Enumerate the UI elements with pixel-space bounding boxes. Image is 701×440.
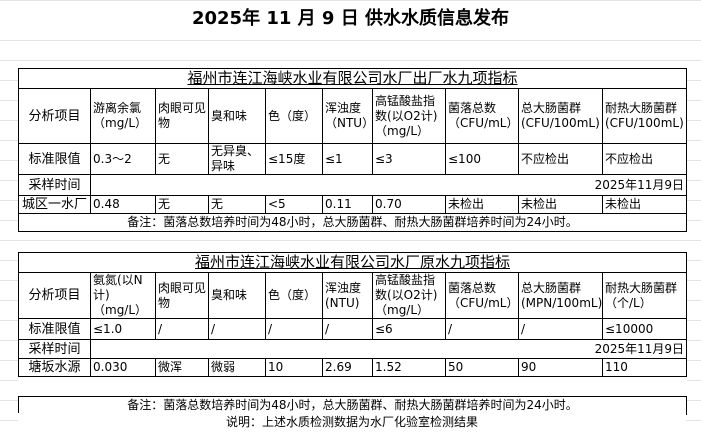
cell: <5: [265, 195, 323, 214]
header-cell: 菌落总数（CFU/mL）: [445, 272, 519, 319]
header-row: 分析项目 氨氮(以N计)（mg/L） 肉眼可见物 臭和味 色（度） 浑浊度(NT…: [18, 272, 688, 319]
table-title: 福州市连江海峡水业有限公司水厂出厂水九项指标: [17, 68, 688, 89]
header-cell: 高锰酸盐指数(以O2计)（mg/L）: [372, 272, 446, 319]
header-cell: 分析项目: [18, 88, 91, 144]
cell: /: [518, 318, 603, 340]
cell: 0.030: [90, 358, 156, 377]
standard-row: 标准限值 0.3～2 无 无异臭、异味 ≤15度 ≤1 ≤3 ≤100 不应检出…: [18, 143, 688, 175]
note: 备注：菌落总数培养时间为48小时，总大肠菌群、耐热大肠菌群培养时间为24小时。: [17, 396, 688, 415]
sample-label: 采样时间: [18, 339, 91, 359]
raw-water-table: 福州市连江海峡水业有限公司水厂原水九项指标 分析项目 氨氮(以N计)（mg/L）…: [17, 252, 688, 415]
header-cell: 浑浊度(NTU): [322, 272, 373, 319]
cell: /: [445, 318, 519, 340]
cell: ≤15度: [265, 143, 323, 175]
header-cell: 臭和味: [208, 88, 266, 144]
header-cell: 色（度）: [265, 272, 323, 319]
cell: 0.3～2: [90, 143, 156, 175]
sample-date: 2025年11月9日: [89, 174, 688, 196]
sample-time-row: 采样时间 2025年11月9日: [18, 174, 688, 196]
cell: 1.52: [372, 358, 446, 377]
cell: 0.48: [90, 195, 156, 214]
cell: 不应检出: [518, 143, 603, 175]
header-cell: 色（度）: [265, 88, 323, 144]
header-cell: 耐热大肠菌群（个/L）: [601, 272, 688, 319]
cell: 微浑: [155, 358, 209, 377]
header-cell: 耐热大肠菌群(CFU/100mL): [601, 88, 688, 144]
cell: 标准限值: [18, 318, 91, 340]
cell: /: [322, 318, 373, 340]
cell: 未检出: [518, 195, 603, 214]
cell: 无: [155, 143, 209, 175]
cell: 城区一水厂: [18, 195, 91, 214]
cell: 微弱: [208, 358, 266, 377]
cell: 不应检出: [601, 143, 688, 175]
cell: 0.70: [372, 195, 446, 214]
cell: ≤1: [322, 143, 373, 175]
cell: 0.11: [322, 195, 373, 214]
finished-water-table: 福州市连江海峡水业有限公司水厂出厂水九项指标 分析项目 游离余氯（mg/L） 肉…: [17, 68, 688, 232]
header-cell: 分析项目: [18, 272, 91, 319]
table-row: 城区一水厂 0.48 无 无 <5 0.11 0.70 未检出 未检出 未检出: [18, 195, 688, 214]
footer-explanation: 说明：上述水质检测数据为水厂化验室检测结果: [18, 413, 686, 430]
cell: ≤10000: [601, 318, 688, 340]
header-row: 分析项目 游离余氯（mg/L） 肉眼可见物 臭和味 色（度） 浑浊度（NTU） …: [18, 88, 688, 144]
cell: ≤1.0: [90, 318, 156, 340]
note: 备注：菌落总数培养时间为48小时，总大肠菌群、耐热大肠菌群培养时间为24小时。: [17, 213, 688, 232]
sample-date: 2025年11月9日: [89, 339, 688, 359]
cell: ≤100: [445, 143, 519, 175]
header-cell: 游离余氯（mg/L）: [90, 88, 156, 144]
blank-row: [18, 376, 687, 397]
sample-time-row: 采样时间 2025年11月9日: [18, 339, 688, 359]
header-cell: 臭和味: [208, 272, 266, 319]
cell: 无: [208, 195, 266, 214]
cell: ≤3: [372, 143, 446, 175]
cell: 未检出: [601, 195, 688, 214]
header-cell: 肉眼可见物: [155, 88, 209, 144]
cell: /: [208, 318, 266, 340]
cell: 标准限值: [18, 143, 91, 175]
header-cell: 菌落总数（CFU/mL）: [445, 88, 519, 144]
standard-row: 标准限值 ≤1.0 / / / / ≤6 / / ≤10000: [18, 318, 688, 340]
cell: /: [265, 318, 323, 340]
cell: 无: [155, 195, 209, 214]
page-title: 2025年 11 月 9 日 供水水质信息发布: [0, 6, 701, 32]
cell: 无异臭、异味: [208, 143, 266, 175]
table-title: 福州市连江海峡水业有限公司水厂原水九项指标: [17, 252, 688, 273]
header-cell: 总大肠菌群(MPN/100mL): [518, 272, 603, 319]
header-cell: 氨氮(以N计)（mg/L）: [90, 272, 156, 319]
cell: /: [155, 318, 209, 340]
header-cell: 肉眼可见物: [155, 272, 209, 319]
cell: 塘坂水源: [18, 358, 91, 377]
table-row: 塘坂水源 0.030 微浑 微弱 10 2.69 1.52 50 90 110: [18, 358, 688, 377]
cell: 2.69: [322, 358, 373, 377]
header-cell: 浑浊度（NTU）: [322, 88, 373, 144]
cell: 50: [445, 358, 519, 377]
cell: 90: [518, 358, 603, 377]
cell: 10: [265, 358, 323, 377]
sample-label: 采样时间: [18, 174, 91, 196]
cell: 未检出: [445, 195, 519, 214]
cell: 110: [601, 358, 688, 377]
cell: ≤6: [372, 318, 446, 340]
header-cell: 总大肠菌群(CFU/100mL): [518, 88, 603, 144]
header-cell: 高锰酸盐指数(以O2计)（mg/L）: [372, 88, 446, 144]
